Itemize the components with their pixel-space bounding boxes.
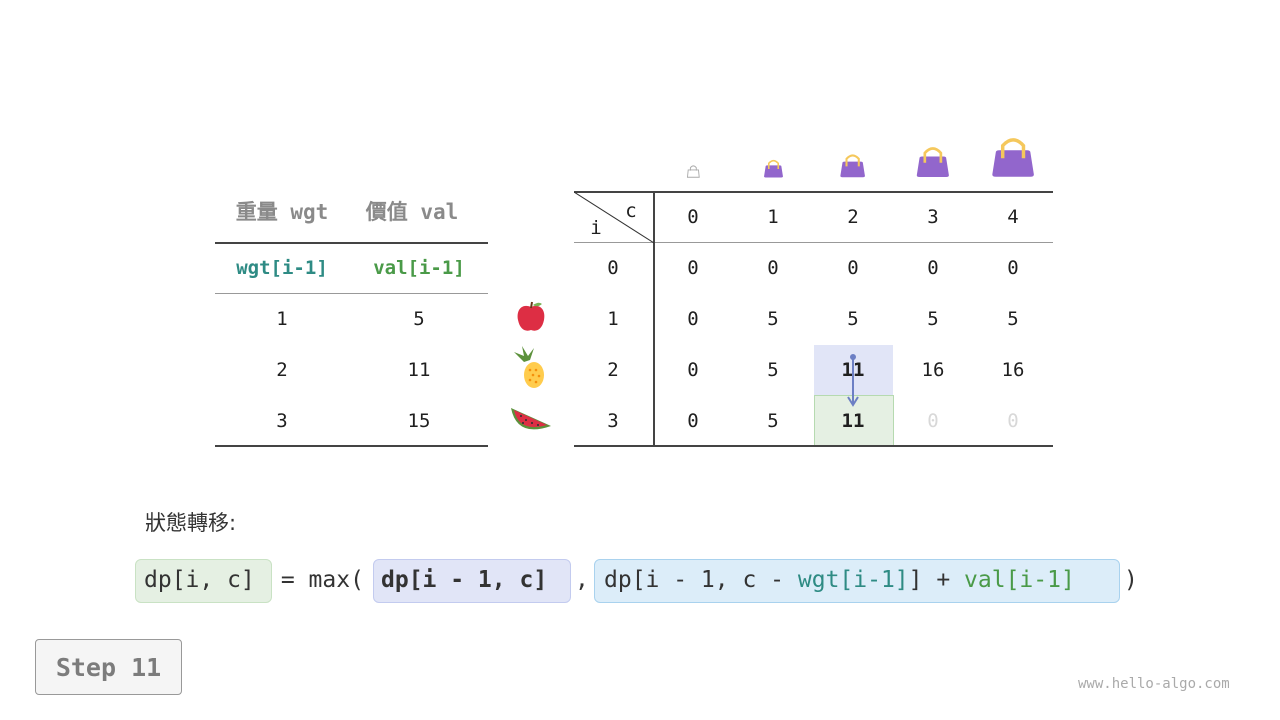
formula-close: ) [1124,567,1138,593]
weight-cell: 2 [276,359,288,381]
dp-cell: 5 [767,359,779,381]
dp-cell: 0 [927,257,939,279]
col-header: 1 [767,206,779,228]
divider [574,191,1053,193]
transition-arrow-icon [847,354,859,407]
value-cell: 5 [413,308,425,330]
subheader-val: val[i-1] [373,257,465,279]
dp-cell: 5 [847,308,859,330]
apple-icon [517,301,545,331]
lhs-box [135,559,272,603]
dp-cell: 0 [1007,410,1019,432]
dp-cell: 0 [687,257,699,279]
col-header: 4 [1007,206,1019,228]
bag-icon [686,165,700,178]
divider [574,242,1053,243]
term1-box [373,559,571,603]
divider [215,242,488,244]
pineapple-icon [514,346,544,388]
dp-cell: 16 [1001,359,1025,381]
term2-a: dp[i - 1, c - [604,567,798,593]
corner-row-label: i [590,217,602,239]
row-header: 1 [607,308,619,330]
dp-cell: 5 [767,308,779,330]
divider [215,293,488,294]
dp-cell: 5 [767,410,779,432]
weight-cell: 3 [276,410,288,432]
dp-cell: 0 [1007,257,1019,279]
term2-wgt: wgt[i-1] [797,567,909,593]
dp-cell: 0 [687,359,699,381]
col-header: 3 [927,206,939,228]
header-value: 價值 val [365,200,459,224]
divider [574,445,1053,447]
term2-b: ] + [908,567,965,593]
step-indicator: Step 11 [35,639,182,695]
dp-cell: 0 [847,257,859,279]
bag-icon [992,138,1034,177]
col-header: 0 [687,206,699,228]
row-header: 0 [607,257,619,279]
value-cell: 15 [407,410,431,432]
dp-cell: 0 [767,257,779,279]
watermelon-icon [511,408,551,430]
row-header: 3 [607,410,619,432]
formula-label: 狀態轉移: [145,511,237,535]
divider [215,445,488,447]
term2-val: val[i-1] [964,567,1075,593]
dp-cell: 0 [927,410,939,432]
formula-eq: = max( [267,567,364,593]
bag-icon [916,147,950,178]
dp-cell: 5 [927,308,939,330]
divider [653,192,655,446]
corner-col-label: c [625,200,637,222]
dp-cell: 11 [841,410,865,432]
row-header: 2 [607,359,619,381]
header-weight: 重量 wgt [235,200,329,224]
formula-lhs: dp[i, c] [144,567,255,593]
dp-cell: 0 [687,308,699,330]
dp-cell: 5 [1007,308,1019,330]
bag-icon [840,154,866,178]
dp-cell: 0 [687,410,699,432]
weight-cell: 1 [276,308,288,330]
value-cell: 11 [407,359,431,381]
watermark: www.hello-algo.com [1078,676,1230,692]
bag-icon [763,159,783,178]
col-header: 2 [847,206,859,228]
dp-cell: 16 [921,359,945,381]
term2-box [594,559,1120,603]
formula-term2: dp[i - 1, c - wgt[i-1]] + val[i-1] [604,567,1075,593]
formula-term1: dp[i - 1, c] [381,567,548,593]
formula-comma: , [575,567,589,593]
corner-diagonal [574,192,654,244]
subheader-wgt: wgt[i-1] [236,257,328,279]
